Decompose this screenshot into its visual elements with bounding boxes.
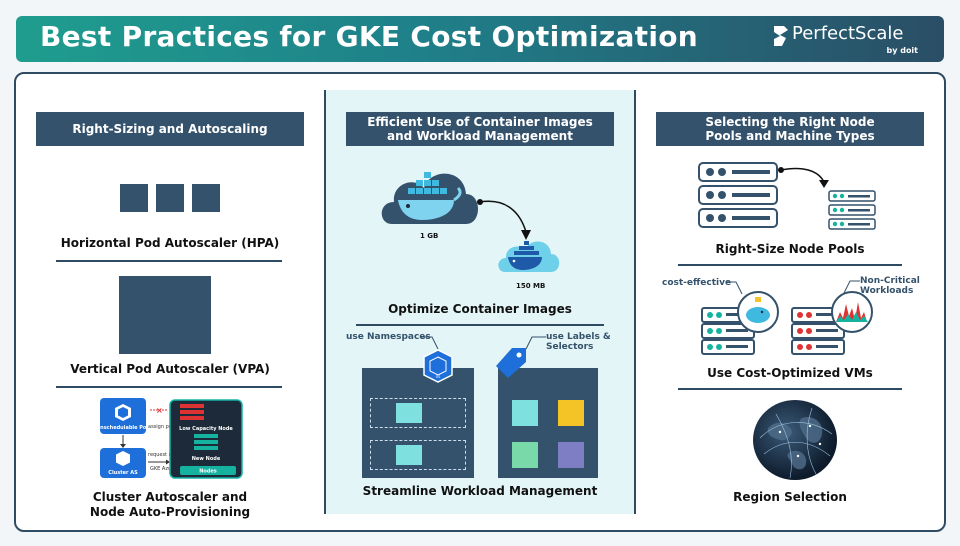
arrow-icon	[477, 199, 531, 240]
right-size-node-pools-label: Right-Size Node Pools	[715, 242, 865, 256]
vpa-label: Vertical Pod Autoscaler (VPA)	[70, 362, 270, 376]
divider	[678, 264, 902, 266]
brand-name: PerfectScale	[792, 23, 904, 44]
namespace-dashed-area	[370, 440, 466, 470]
ca-nodes: Nodes	[199, 469, 217, 475]
callout-line	[726, 281, 743, 295]
divider	[56, 386, 282, 388]
namespace-pod	[396, 403, 422, 423]
middle-section-header: Efficient Use of Container Images and Wo…	[346, 112, 614, 146]
namespace-dashed-area	[370, 398, 466, 428]
cost-optimized-vms-label: Use Cost-Optimized VMs	[707, 366, 873, 380]
ca-new-node: New Node	[192, 456, 221, 462]
labels-callout-line1: use Labels &	[546, 332, 611, 342]
labeled-pod-purple	[558, 442, 584, 468]
ca-gke-azure: GKE Azure	[150, 466, 176, 472]
divider	[678, 388, 902, 390]
brand-by: by doit	[886, 46, 918, 55]
labeled-pod-yellow	[558, 400, 584, 426]
svg-text:×: ×	[156, 406, 163, 415]
middle-section-title-line1: Efficient Use of Container Images	[367, 115, 593, 129]
middle-section-title-line2: and Workload Management	[387, 129, 573, 143]
noncritical-callout-line2: Workloads	[860, 286, 914, 296]
namespace-pod	[396, 445, 422, 465]
divider	[56, 260, 282, 262]
left-section-header: Right-Sizing and Autoscaling	[36, 112, 304, 146]
cluster-autoscaler-label-line2: Node Auto-Provisioning	[89, 505, 251, 519]
page-title: Best Practices for GKE Cost Optimization	[40, 20, 698, 53]
callout-line	[420, 336, 439, 350]
noncritical-vm-icon	[791, 291, 873, 355]
cluster-autoscaler-label-line1: Cluster Autoscaler and	[92, 490, 248, 504]
brand-logo: PerfectScale by doit	[768, 21, 918, 59]
globe-icon	[753, 400, 837, 480]
ca-low-capacity-node: Low Capacity Node	[179, 426, 233, 432]
callout-line	[843, 280, 860, 294]
hpa-pod-box	[120, 184, 148, 212]
small-container-image-icon	[498, 241, 560, 272]
image-size-large: 1 GB	[420, 232, 439, 240]
ca-request-node: request node	[148, 452, 181, 458]
callout-line	[525, 336, 546, 350]
labeled-pod-teal	[512, 400, 538, 426]
cost-effective-vm-icon	[701, 291, 779, 355]
label-tag-icon	[496, 348, 526, 378]
ca-cluster-as: Cluster AS	[108, 470, 138, 476]
image-size-small: 150 MB	[516, 282, 546, 290]
right-section-title-line1: Selecting the Right Node	[705, 115, 875, 129]
left-section-title: Right-Sizing and Autoscaling	[72, 122, 268, 136]
labels-callout-line2: Selectors	[546, 342, 594, 352]
optimize-container-images-label: Optimize Container Images	[388, 302, 572, 316]
noncritical-callout-line1: Non-Critical	[860, 276, 920, 286]
divider	[356, 324, 604, 326]
namespace-hexagon-icon: ns	[423, 349, 453, 383]
large-node-pool-icon	[698, 162, 778, 228]
ca-unschedulable-pod: Unschedulable Pod	[96, 425, 150, 431]
right-section-header: Selecting the Right Node Pools and Machi…	[656, 112, 924, 146]
large-container-image-icon	[381, 172, 478, 224]
ca-assign-pod: assign pod	[148, 424, 175, 430]
right-section-title-line2: Pools and Machine Types	[705, 129, 875, 143]
small-node-pool-icon	[828, 190, 876, 230]
hpa-label: Horizontal Pod Autoscaler (HPA)	[60, 236, 280, 250]
arrow-icon	[778, 167, 829, 188]
hpa-pod-box	[156, 184, 184, 212]
hpa-pod-box	[192, 184, 220, 212]
header-banner: Best Practices for GKE Cost Optimization…	[16, 16, 944, 62]
streamline-workload-label: Streamline Workload Management	[362, 484, 598, 498]
labeled-pod-green	[512, 442, 538, 468]
region-selection-label: Region Selection	[733, 490, 847, 504]
perfectscale-logo-icon	[774, 26, 788, 46]
cluster-autoscaler-diagram: Unschedulable Pod Cluster AS × assign po…	[96, 398, 243, 479]
cost-effective-callout: cost-effective	[662, 278, 732, 288]
namespaces-callout: use Namespaces	[346, 332, 431, 342]
ns-badge: ns	[436, 374, 441, 379]
vpa-pod-box	[119, 276, 211, 354]
